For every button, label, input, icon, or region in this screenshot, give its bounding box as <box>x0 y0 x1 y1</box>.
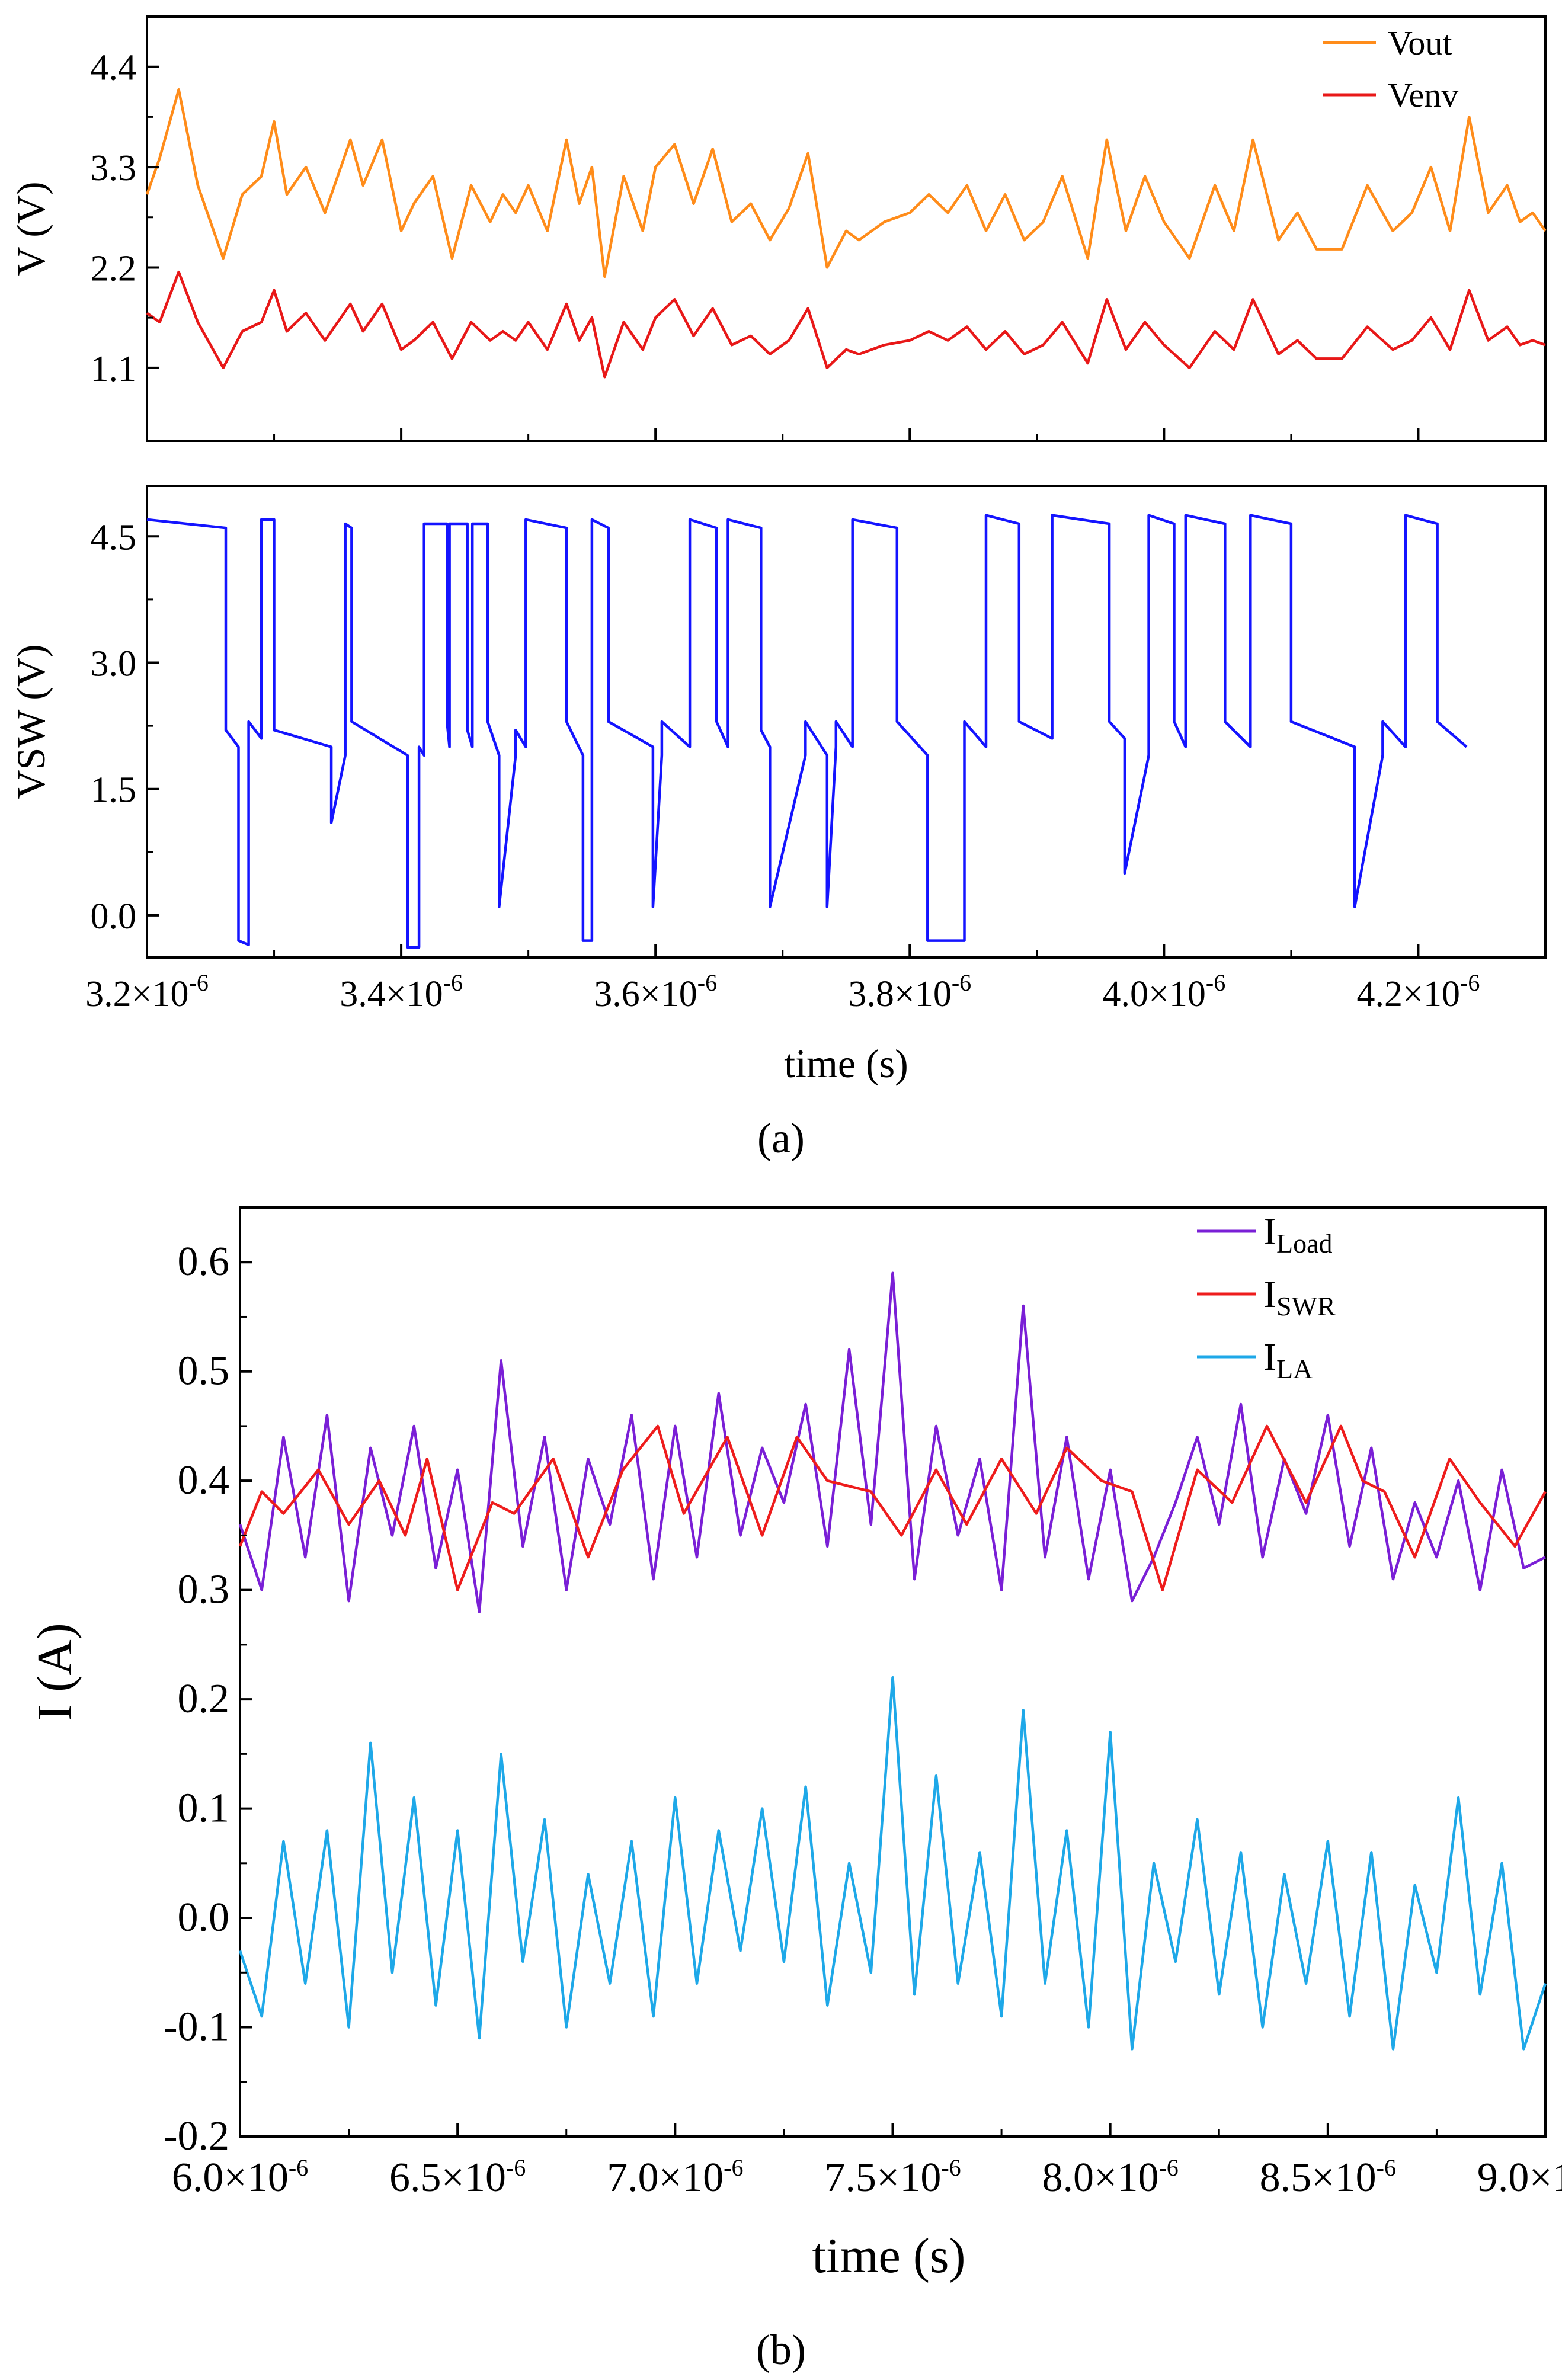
y-axis-label-voltage: V (V) <box>8 181 53 276</box>
legend-voltage: Vout Venv <box>1323 24 1458 114</box>
legend-label-iload-sub: Load <box>1276 1228 1333 1258</box>
x-tick-label: 3.2×10-6 <box>85 969 209 1014</box>
x-tick-exponent: -6 <box>724 2154 743 2181</box>
legend-label-venv: Venv <box>1388 76 1458 114</box>
panel-vsw: 0.01.53.04.53.2×10-6 3.4×10-6 3.6×10-6 3.8×… <box>8 485 1547 1086</box>
y-tick-label: 2.2 <box>91 248 137 289</box>
y-tick-label: 1.5 <box>91 770 137 811</box>
x-tick-mantissa: 6.5×10 <box>389 2155 506 2200</box>
y-tick-label: 0.1 <box>178 1786 230 1831</box>
legend-label-iswr-main: I <box>1263 1273 1276 1316</box>
legend-label-ila: ILA <box>1263 1335 1313 1384</box>
legend-label-iload: ILoad <box>1263 1210 1333 1258</box>
x-tick-mantissa: 4.0×10 <box>1102 974 1205 1014</box>
plot-frame-vsw <box>146 485 1547 959</box>
series-group-voltage <box>145 88 1547 379</box>
series-line-vout <box>145 88 1547 278</box>
series-line-load <box>238 1271 1547 1613</box>
x-tick-label: 6.5×10-6 <box>389 2154 526 2200</box>
series-line-venv <box>146 270 1546 379</box>
y-tick-label: 0.4 <box>178 1458 230 1503</box>
y-tick-label: 0.0 <box>178 1895 230 1940</box>
x-tick-mantissa: 6.0×10 <box>172 2155 289 2200</box>
x-tick-exponent: -6 <box>1460 969 1480 996</box>
ticks-current: -0.2-0.10.00.10.20.30.40.50.66.0×10-6 6.5… <box>164 1239 1562 2200</box>
series-line-vsw <box>146 514 1468 949</box>
panel-current: -0.2-0.10.00.10.20.30.40.50.66.0×10-6 6.5… <box>27 1206 1562 2283</box>
panel-voltage: 1.1 2.2 3.3 4.4 V (V) Vout Venv <box>8 15 1547 442</box>
x-tick-exponent: -6 <box>697 969 717 996</box>
x-tick-mantissa: 3.8×10 <box>848 974 951 1014</box>
x-tick-exponent: -6 <box>443 969 463 996</box>
x-tick-label: 7.0×10-6 <box>607 2154 743 2200</box>
ticks-vsw: 0.01.53.04.53.2×10-6 3.4×10-6 3.6×10-6 3.8×… <box>85 517 1547 1014</box>
x-tick-mantissa: 7.5×10 <box>824 2155 941 2200</box>
legend-label-iswr: ISWR <box>1263 1273 1336 1321</box>
y-tick-label: 1.1 <box>91 349 137 389</box>
legend-label-vout: Vout <box>1388 24 1452 62</box>
x-tick-exponent: -6 <box>952 969 971 996</box>
x-tick-label: 8.0×10-6 <box>1042 2154 1179 2200</box>
y-tick-label: 4.5 <box>91 517 137 558</box>
y-tick-label: -0.2 <box>164 2113 229 2159</box>
legend-current: ILoad ISWR ILA <box>1197 1210 1336 1384</box>
y-tick-label: 3.3 <box>91 148 137 188</box>
series-group-current <box>238 1271 1547 2051</box>
caption-b: (b) <box>756 2326 806 2373</box>
y-axis-label-current: I (A) <box>27 1623 82 1721</box>
y-tick-label: 0.2 <box>178 1676 230 1722</box>
x-tick-label: 4.2×10-6 <box>1357 969 1480 1014</box>
y-tick-label: 0.5 <box>178 1348 230 1394</box>
series-line-swr <box>238 1424 1547 1591</box>
legend-label-iload-main: I <box>1263 1210 1276 1253</box>
x-tick-exponent: -6 <box>941 2154 961 2181</box>
y-tick-label: 0.0 <box>91 896 137 937</box>
x-tick-mantissa: 8.0×10 <box>1042 2155 1159 2200</box>
x-tick-mantissa: 8.5×10 <box>1260 2155 1377 2200</box>
x-tick-mantissa: 4.2×10 <box>1357 974 1460 1014</box>
legend-label-iswr-sub: SWR <box>1276 1291 1336 1321</box>
x-tick-exponent: -6 <box>289 2154 308 2181</box>
legend-label-ila-main: I <box>1263 1335 1276 1379</box>
y-tick-label: -0.1 <box>164 2004 229 2050</box>
series-group-vsw <box>146 514 1468 949</box>
x-tick-label: 9.0×10-6 <box>1477 2154 1562 2200</box>
legend-label-ila-sub: LA <box>1276 1354 1313 1384</box>
y-tick-label: 0.3 <box>178 1567 230 1613</box>
y-axis-label-vsw: VSW (V) <box>8 644 53 799</box>
x-tick-exponent: -6 <box>1158 2154 1178 2181</box>
y-tick-label: 0.6 <box>178 1239 230 1285</box>
x-tick-label: 3.4×10-6 <box>340 969 463 1014</box>
x-tick-label: 7.5×10-6 <box>824 2154 961 2200</box>
x-tick-mantissa: 3.2×10 <box>85 974 188 1014</box>
caption-a: (a) <box>757 1114 805 1162</box>
x-tick-mantissa: 7.0×10 <box>607 2155 724 2200</box>
x-axis-label-vsw: time (s) <box>784 1041 908 1086</box>
y-tick-label: 3.0 <box>91 644 137 684</box>
x-tick-label: 3.8×10-6 <box>848 969 971 1014</box>
x-axis-label-current: time (s) <box>812 2228 966 2283</box>
ticks-voltage: 1.1 2.2 3.3 4.4 <box>91 48 1547 441</box>
x-tick-label: 8.5×10-6 <box>1260 2154 1396 2200</box>
x-tick-exponent: -6 <box>189 969 209 996</box>
x-tick-exponent: -6 <box>1377 2154 1396 2181</box>
x-tick-label: 4.0×10-6 <box>1102 969 1225 1014</box>
x-tick-exponent: -6 <box>1206 969 1225 996</box>
x-tick-mantissa: 3.6×10 <box>594 974 697 1014</box>
x-tick-label: 6.0×10-6 <box>172 2154 308 2200</box>
x-tick-mantissa: 9.0×10 <box>1477 2155 1562 2200</box>
y-tick-label: 4.4 <box>91 48 137 88</box>
x-tick-exponent: -6 <box>506 2154 526 2181</box>
x-tick-mantissa: 3.4×10 <box>340 974 443 1014</box>
x-tick-label: 3.6×10-6 <box>594 969 717 1014</box>
series-line-la <box>238 1676 1547 2051</box>
